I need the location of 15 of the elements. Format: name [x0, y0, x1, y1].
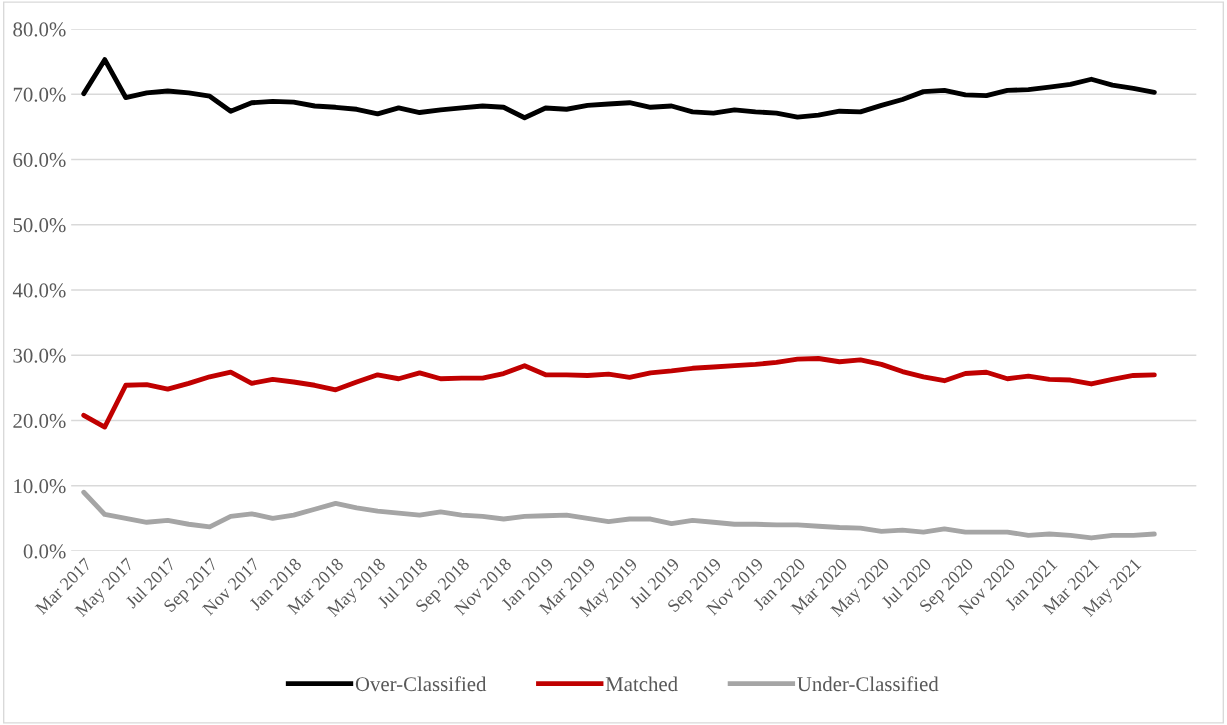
y-tick-label: 10.0%	[14, 479, 66, 494]
y-tick-label: 40.0%	[12, 283, 66, 298]
y-tick-label: 70.0%	[13, 87, 66, 102]
legend-label: Matched	[605, 676, 678, 692]
y-tick-label: 0.0%	[23, 544, 66, 559]
y-tick-label: 20.0%	[13, 413, 66, 429]
y-tick-label: 60.0%	[13, 152, 66, 168]
y-tick-label: 50.0%	[13, 218, 66, 233]
line-series	[81, 356, 1157, 430]
line-series	[81, 489, 1157, 541]
legend-label: Under-Classified	[797, 676, 939, 692]
line-series	[81, 57, 1157, 121]
y-tick-label: 30.0%	[13, 348, 66, 363]
legend-label: Over-Classified	[355, 676, 487, 692]
y-tick-label: 80.0%	[13, 22, 66, 37]
